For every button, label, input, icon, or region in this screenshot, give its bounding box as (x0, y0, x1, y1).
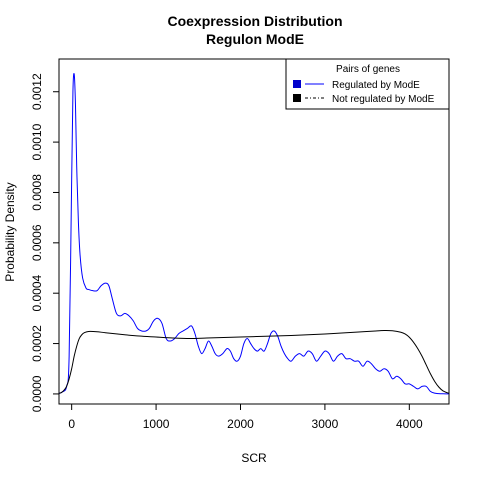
series-line-not-regulated (58, 329, 450, 394)
y-tick-label: 0.0010 (30, 123, 44, 160)
y-tick-label: 0.0012 (30, 73, 44, 110)
y-axis-label: Probability Density (3, 182, 17, 281)
x-tick-label: 3000 (312, 417, 339, 431)
x-axis-label: SCR (241, 451, 267, 465)
y-tick-label: 0.0008 (30, 174, 44, 211)
series-layer (58, 72, 450, 395)
y-tick-label: 0.0004 (30, 275, 44, 312)
y-tick-label: 0.0000 (30, 375, 44, 412)
plot-frame (58, 58, 450, 405)
legend: Pairs of genes Regulated by ModE Not reg… (285, 58, 450, 110)
x-tick-label: 1000 (143, 417, 170, 431)
y-axis: 0.0000 0.0002 0.0004 0.0006 0.0008 0.0010 0.00… (30, 73, 59, 412)
y-tick-label: 0.0006 (30, 224, 44, 261)
x-tick-label: 2000 (227, 417, 254, 431)
x-axis: 0 1000 2000 3000 4000 (68, 404, 423, 431)
series-line-regulated (58, 72, 450, 395)
x-tick-label: 0 (68, 417, 75, 431)
chart-subtitle: Regulon ModE (206, 31, 304, 47)
legend-title: Pairs of genes (336, 64, 400, 75)
legend-label-not-regulated: Not regulated by ModE (332, 94, 435, 105)
y-tick-label: 0.0002 (30, 325, 44, 362)
legend-swatch-not-regulated (293, 94, 301, 102)
x-tick-label: 4000 (396, 417, 423, 431)
chart-title: Coexpression Distribution (167, 13, 342, 29)
legend-swatch-regulated (293, 80, 301, 88)
legend-label-regulated: Regulated by ModE (332, 80, 420, 91)
